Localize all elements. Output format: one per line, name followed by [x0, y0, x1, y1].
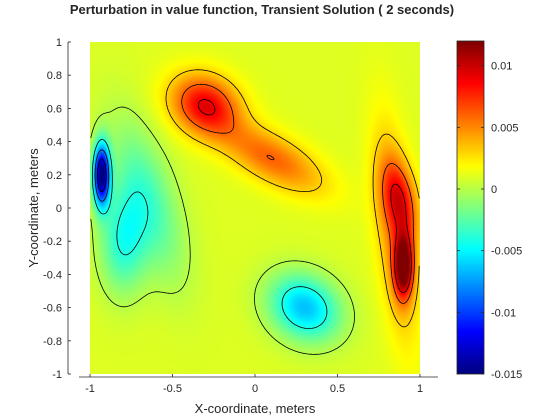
colorbar: -0.015 -0.01 -0.005 0 0.005 0.01 [456, 40, 522, 381]
colorbar-ticks: -0.015 -0.01 -0.005 0 0.005 0.01 [457, 61, 522, 381]
contour-line-5 [181, 83, 415, 304]
contour-line-1 [94, 149, 110, 202]
colorbar-tick-label-2: -0.005 [491, 246, 522, 258]
y-tick-label-8: 0.6 [47, 103, 62, 115]
contour-line-3 [90, 106, 355, 355]
x-tick-label-3: 0.5 [330, 383, 345, 395]
y-tick-label-10: 1 [56, 37, 62, 49]
x-tick-label-1: -0.5 [163, 383, 182, 395]
y-tick-label-1: -0.8 [43, 336, 62, 348]
y-tick-label-0: -1 [52, 369, 62, 381]
y-tick-label-5: 0 [56, 203, 62, 215]
contour-line-0 [97, 158, 107, 193]
heatmap-image [90, 42, 420, 374]
contour-line-6 [198, 99, 412, 294]
colorbar-gradient [457, 41, 484, 374]
contour-line-2 [92, 139, 328, 329]
y-tick-label-7: 0.4 [47, 137, 62, 149]
y-axis: -1 -0.8 -0.6 -0.4 -0.2 0 0.2 0.4 0.6 0.8 1 [43, 37, 71, 381]
colorbar-tick-label-5: 0.01 [491, 61, 512, 73]
x-axis-label: X-coordinate, meters [195, 401, 316, 416]
colorbar-tick-label-4: 0.005 [491, 122, 519, 134]
x-tick-label-4: 1 [417, 383, 423, 395]
y-tick-label-6: 0.2 [47, 170, 62, 182]
colorbar-tick-label-3: 0 [491, 184, 497, 196]
x-tick-label-0: -1 [85, 383, 95, 395]
contour-line-4 [165, 69, 420, 328]
y-tick-label-3: -0.4 [43, 269, 62, 281]
y-tick-label-4: -0.2 [43, 236, 62, 248]
plot-area [90, 42, 420, 374]
x-axis: -1 -0.5 0 0.5 1 [79, 374, 438, 395]
colorbar-frame [456, 40, 485, 375]
x-tick-label-2: 0 [252, 383, 258, 395]
contour-lines [90, 69, 420, 355]
colorbar-tick-label-1: -0.01 [491, 307, 516, 319]
chart-title: Perturbation in value function, Transien… [70, 2, 454, 17]
y-tick-label-9: 0.8 [47, 70, 62, 82]
y-axis-label: Y-coordinate, meters [26, 148, 41, 268]
colorbar-tick-label-0: -0.015 [491, 369, 522, 381]
y-tick-label-2: -0.6 [43, 303, 62, 315]
